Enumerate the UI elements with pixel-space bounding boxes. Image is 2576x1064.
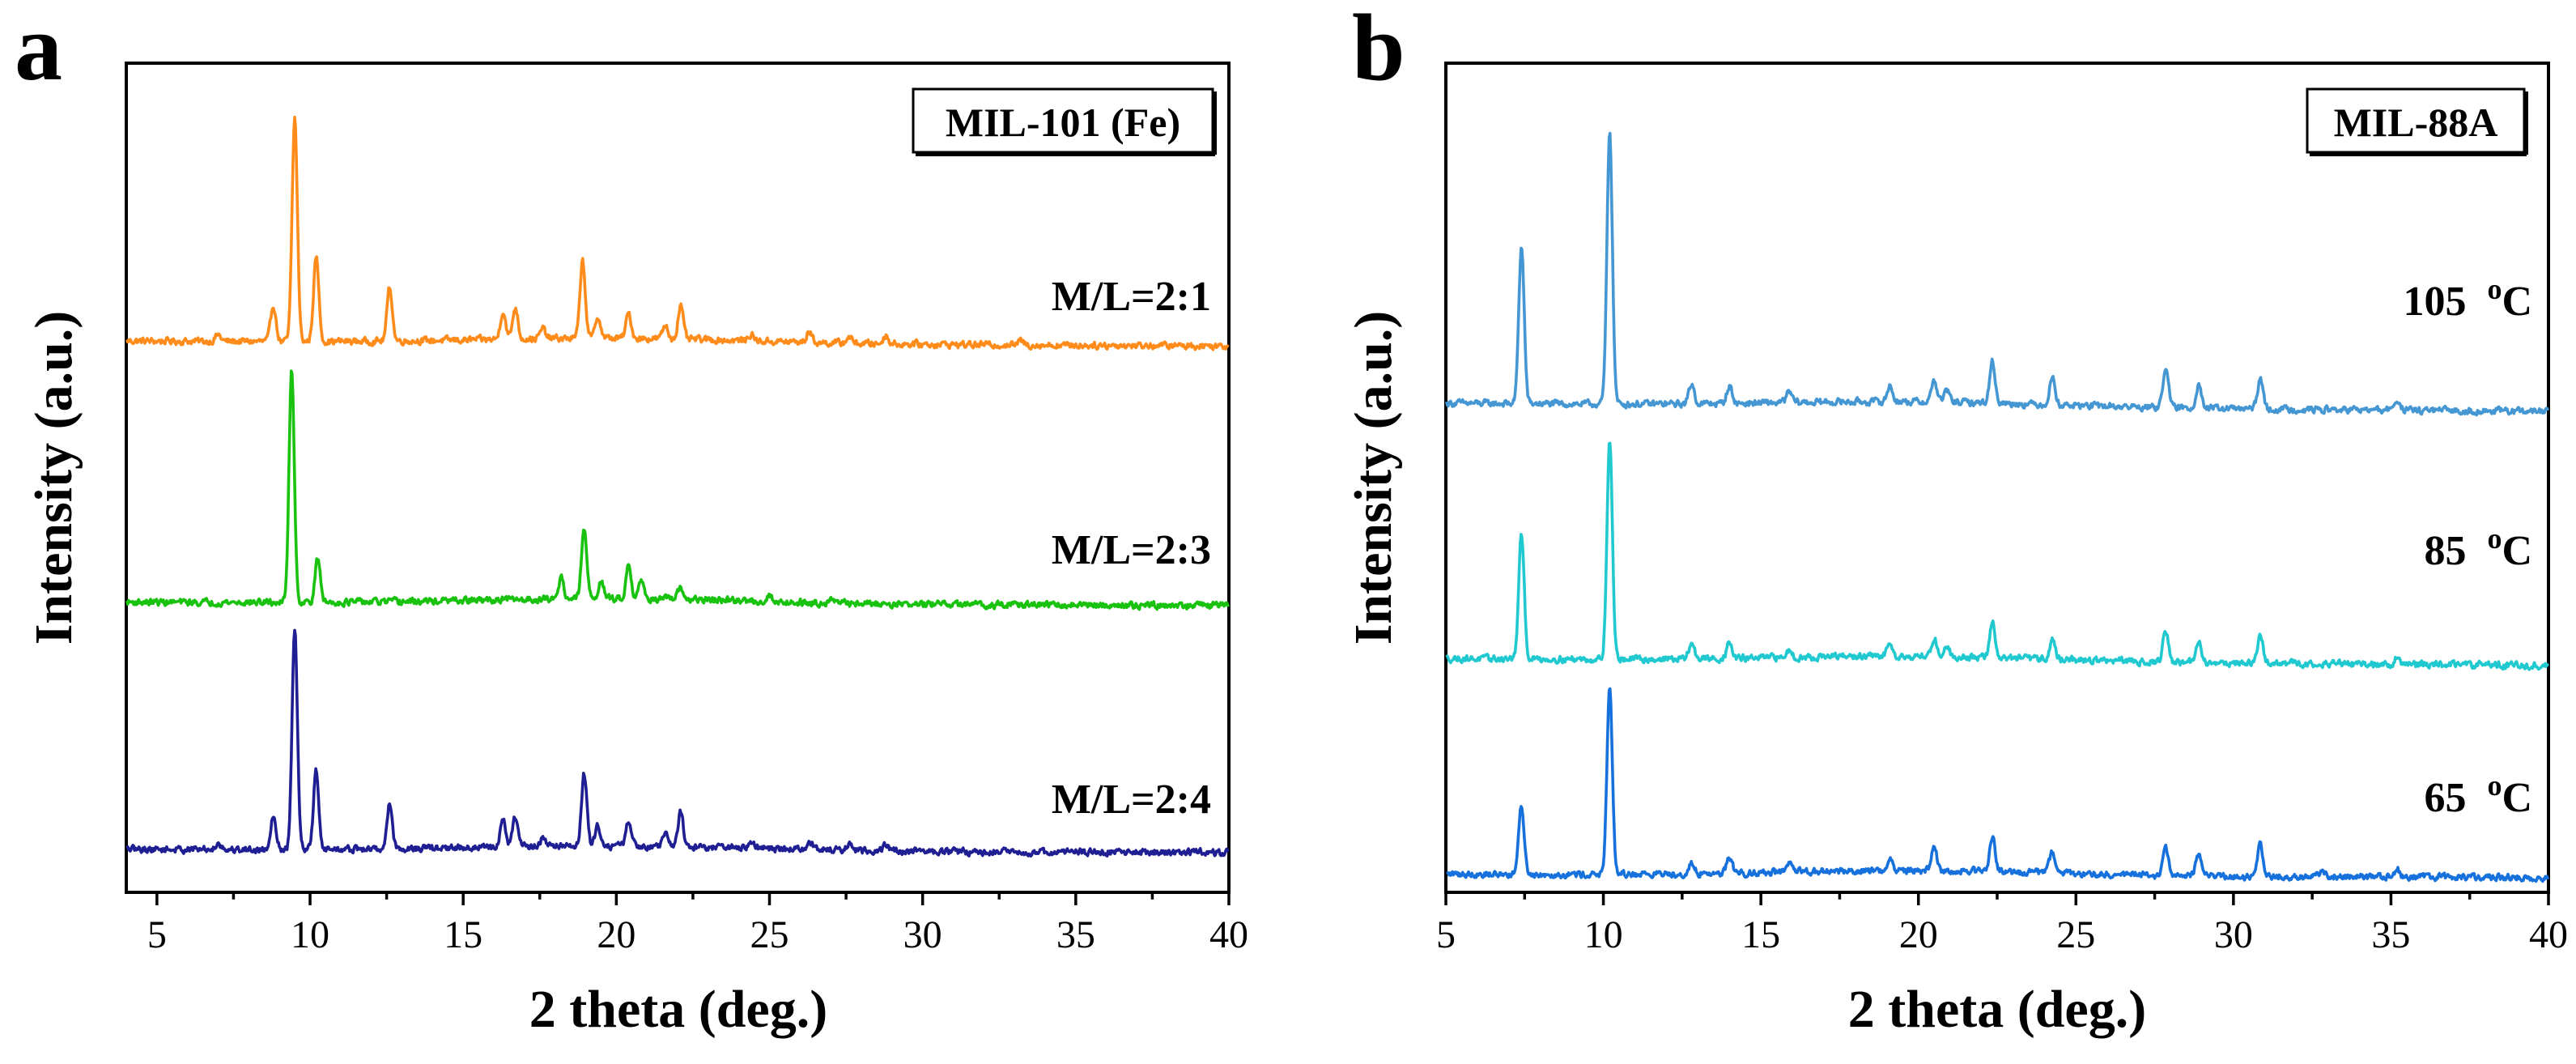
plot-frame-a [125, 62, 1231, 894]
x-tick-label-a-10: 10 [291, 913, 329, 956]
series-line-a-1 [125, 115, 1230, 351]
x-ticks-a: 5 10 15 20 25 30 35 40 [147, 892, 1248, 956]
x-axis-title-b: 2 theta (deg.) [1848, 980, 2146, 1039]
x-tick-label-b-25: 25 [2056, 913, 2095, 956]
traces-a [125, 115, 1230, 858]
x-ticks-b: 5 10 15 20 25 30 35 40 [1436, 892, 2568, 956]
legend-box-a: MIL-101 (Fe) [912, 87, 1217, 156]
x-tick-label-a-25: 25 [750, 913, 789, 956]
panel-label-b: b [1352, 0, 1405, 100]
traces-b [1445, 131, 2549, 883]
series-label-b-2: 85 oC [2424, 522, 2532, 574]
x-tick-label-a-30: 30 [903, 913, 942, 956]
legend-title-b: MIL-88A [2334, 100, 2498, 145]
legend-box-b: MIL-88A [2306, 87, 2528, 156]
series-label-b-1: 105 oC [2403, 273, 2532, 325]
x-tick-label-b-30: 30 [2214, 913, 2253, 956]
x-tick-label-a-15: 15 [444, 913, 482, 956]
series-line-b-1 [1445, 131, 2549, 417]
x-tick-label-a-5: 5 [147, 913, 167, 956]
series-line-b-2 [1445, 441, 2549, 671]
x-axis-title-a: 2 theta (deg.) [529, 980, 827, 1039]
x-tick-label-b-40: 40 [2529, 913, 2568, 956]
x-tick-label-a-20: 20 [597, 913, 635, 956]
x-tick-label-a-35: 35 [1056, 913, 1095, 956]
series-line-a-3 [125, 628, 1230, 858]
y-axis-title-a: Intensity (a.u.) [24, 311, 83, 645]
series-line-b-3 [1446, 687, 2549, 883]
x-tick-label-b-10: 10 [1584, 913, 1623, 956]
series-label-a-2: M/L=2:3 [1052, 527, 1211, 573]
series-label-a-3: M/L=2:4 [1052, 777, 1211, 823]
x-tick-label-a-40: 40 [1209, 913, 1248, 956]
x-tick-label-b-20: 20 [1899, 913, 1938, 956]
panel-a: a 5 10 15 20 25 30 35 40 MIL-101 (Fe) M/L=2:1 M… [15, 0, 1248, 1039]
series-line-a-2 [125, 369, 1230, 611]
series-label-a-1: M/L=2:1 [1052, 274, 1211, 320]
y-axis-title-b: Intensity (a.u.) [1344, 311, 1403, 645]
panel-b: b 5 10 15 20 25 30 35 40 MIL-88A 105 oC 85 oC 6… [1344, 0, 2568, 1039]
x-tick-label-b-5: 5 [1436, 913, 1456, 956]
series-label-b-3: 65 oC [2424, 769, 2532, 821]
panel-label-a: a [15, 0, 62, 100]
legend-title-a: MIL-101 (Fe) [946, 100, 1180, 145]
x-tick-label-b-15: 15 [1741, 913, 1780, 956]
x-tick-label-b-35: 35 [2371, 913, 2410, 956]
